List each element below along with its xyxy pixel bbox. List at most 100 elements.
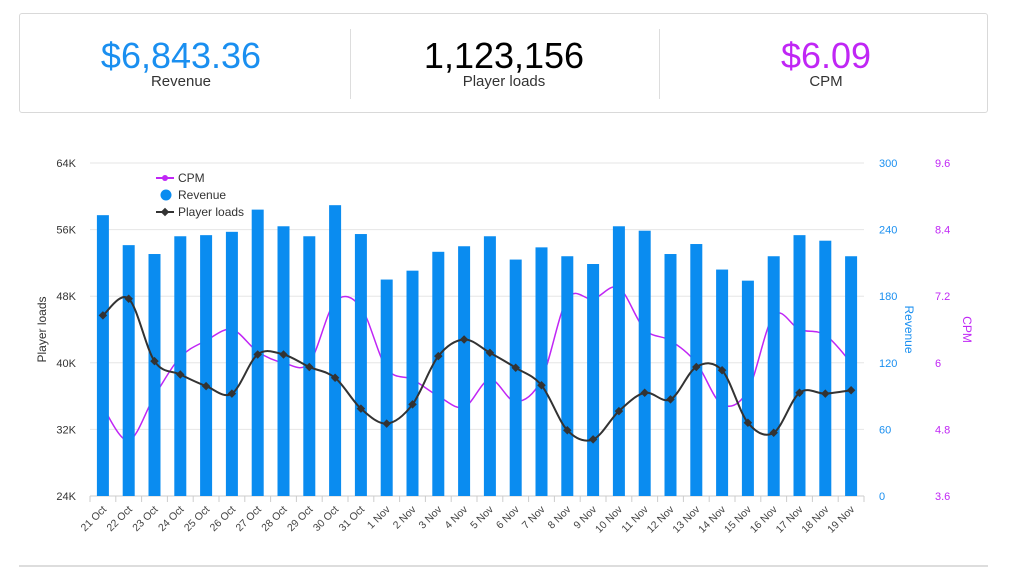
x-tick-label: 1 Nov	[365, 503, 393, 531]
legend-label: Player loads	[178, 205, 244, 219]
player-loads-value: 1,123,156	[423, 35, 585, 76]
legend-label: Revenue	[178, 188, 226, 202]
x-tick-label: 14 Nov	[696, 503, 729, 536]
x-tick-label: 13 Nov	[670, 503, 703, 536]
cpm-label: CPM	[809, 73, 843, 90]
player-loads-marker	[305, 362, 314, 372]
x-tick-label: 28 Oct	[259, 504, 289, 534]
player-loads-marker	[459, 335, 469, 344]
legend-item: CPM	[156, 171, 205, 185]
y-tick-label-player-loads: 24K	[56, 491, 76, 503]
player-loads-marker	[330, 373, 340, 383]
revenue-bar	[380, 279, 393, 496]
revenue-bar	[561, 256, 574, 496]
y-tick-label-cpm: 4.8	[935, 424, 950, 436]
revenue-value: $6,843.36	[100, 35, 262, 76]
player-loads-marker	[666, 395, 675, 404]
y-tick-label-revenue: 240	[879, 225, 897, 237]
player-loads-marker	[98, 311, 108, 320]
player-loads-marker	[640, 388, 649, 398]
x-tick-label: 17 Nov	[774, 503, 807, 536]
x-tick-label: 5 Nov	[468, 503, 496, 531]
revenue-kpi: $6,843.36 Revenue	[20, 14, 342, 114]
y-axis-title-cpm: CPM	[960, 316, 974, 343]
x-tick-label: 27 Oct	[233, 504, 263, 534]
revenue-bar	[767, 256, 780, 496]
player-loads-marker	[743, 418, 753, 427]
x-tick-label: 7 Nov	[520, 503, 548, 531]
revenue-bar	[638, 230, 651, 496]
player-loads-marker	[821, 389, 830, 398]
revenue-bar	[587, 264, 600, 496]
x-tick-label: 25 Oct	[182, 504, 212, 534]
legend-revenue-symbol	[160, 189, 172, 201]
player-loads-marker	[795, 388, 804, 398]
player-loads-marker	[124, 294, 133, 303]
player-loads-marker	[176, 370, 185, 379]
y-tick-label-player-loads: 40K	[56, 358, 76, 370]
player-loads-marker	[485, 348, 495, 358]
kpi-divider	[659, 29, 660, 99]
y-tick-label-cpm: 9.6	[935, 158, 950, 170]
x-tick-label: 29 Oct	[285, 504, 315, 534]
player-loads-marker	[201, 381, 211, 391]
revenue-bar	[458, 246, 471, 496]
revenue-bar	[845, 256, 858, 496]
y-tick-label-player-loads: 64K	[56, 158, 76, 170]
y-tick-label-cpm: 3.6	[935, 491, 950, 503]
revenue-bar	[612, 226, 625, 496]
legend-item: Player loads	[156, 205, 244, 219]
bottom-divider	[19, 565, 988, 567]
player-loads-marker	[150, 356, 159, 366]
legend-item: Revenue	[160, 188, 226, 202]
player-loads-marker	[614, 406, 624, 416]
y-tick-label-revenue: 180	[879, 291, 897, 303]
revenue-bar	[200, 235, 213, 496]
player-loads-marker	[356, 404, 366, 413]
revenue-bar	[716, 269, 729, 496]
x-tick-label: 3 Nov	[417, 503, 445, 531]
kpi-divider	[350, 29, 351, 99]
player-loads-marker	[588, 435, 598, 444]
player-loads-label: Player loads	[462, 73, 546, 90]
x-tick-label: 21 Oct	[79, 504, 109, 534]
y-tick-label-player-loads: 56K	[56, 225, 76, 237]
player-loads-marker	[692, 362, 701, 372]
y-tick-label-revenue: 0	[879, 491, 885, 503]
player-loads-marker	[382, 419, 391, 428]
x-tick-label: 30 Oct	[311, 504, 341, 534]
x-tick-label: 12 Nov	[645, 503, 678, 536]
revenue-bar	[225, 231, 238, 496]
revenue-bar	[535, 247, 548, 496]
y-tick-label-cpm: 6	[935, 358, 941, 370]
legend-cpm-symbol	[162, 175, 168, 181]
x-tick-label: 16 Nov	[748, 503, 781, 536]
y-tick-label-player-loads: 48K	[56, 291, 76, 303]
revenue-bar	[483, 236, 496, 496]
x-tick-label: 4 Nov	[442, 503, 470, 531]
cpm-kpi: $6.09 CPM	[665, 14, 987, 114]
y-tick-label-revenue: 120	[879, 358, 897, 370]
player-loads-marker	[846, 386, 856, 395]
revenue-bar	[148, 254, 161, 496]
player-loads-line	[102, 296, 852, 442]
x-tick-label: 6 Nov	[494, 503, 522, 531]
revenue-bar	[741, 280, 754, 496]
y-tick-label-cpm: 8.4	[935, 225, 950, 237]
player-loads-marker	[408, 400, 417, 409]
legend-label: CPM	[178, 171, 205, 185]
revenue-label: Revenue	[150, 73, 212, 90]
x-tick-label: 8 Nov	[546, 503, 574, 531]
revenue-bar	[406, 270, 419, 496]
x-tick-label: 26 Oct	[208, 504, 238, 534]
x-tick-label: 19 Nov	[825, 503, 858, 536]
y-tick-label-revenue: 300	[879, 158, 897, 170]
revenue-bar	[793, 235, 806, 496]
revenue-bar	[354, 234, 367, 496]
revenue-bar	[432, 251, 445, 496]
x-tick-label: 10 Nov	[593, 503, 626, 536]
player-loads-marker	[769, 428, 778, 437]
revenue-bar	[122, 245, 135, 496]
player-loads-marker	[434, 351, 443, 361]
x-tick-label: 31 Oct	[337, 504, 367, 534]
